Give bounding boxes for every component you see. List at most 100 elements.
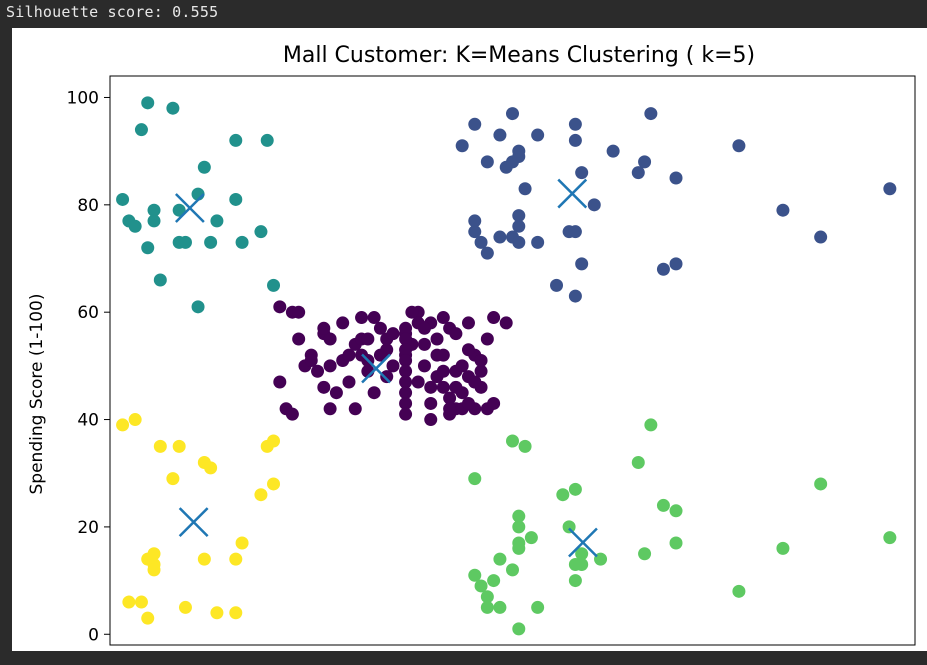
chart-title: Mall Customer: K=Means Clustering ( k=5) [283, 43, 755, 68]
cluster-4-point [122, 595, 136, 609]
cluster-0-point [386, 327, 400, 341]
cluster-2-point [166, 101, 180, 115]
cluster-0-point [436, 348, 450, 362]
cluster-3-point [631, 455, 645, 469]
cluster-0-point [449, 380, 463, 394]
cluster-0-point [424, 396, 438, 410]
cluster-1-point [518, 182, 532, 196]
cluster-0-point [285, 407, 299, 421]
centroid-marker [557, 178, 588, 209]
cluster-0-point [399, 364, 413, 378]
cluster-2-point [147, 214, 161, 228]
cluster-4-point [267, 434, 281, 448]
cluster-3-point [638, 547, 652, 561]
cluster-1-point [656, 262, 670, 276]
cluster-0-point [342, 375, 356, 389]
cluster-0-point [417, 359, 431, 373]
cluster-0-point [373, 348, 387, 362]
cluster-0-point [474, 354, 488, 367]
cluster-1-point [480, 246, 494, 260]
scatter-plot: Mall Customer: K=Means Clustering ( k=5)… [27, 43, 916, 646]
cluster-1-point [493, 230, 507, 244]
cluster-4-point [267, 477, 281, 491]
cluster-1-point [568, 133, 582, 147]
cluster-0-point [342, 348, 356, 362]
cluster-1-point [575, 166, 589, 180]
cluster-4-point [128, 413, 142, 427]
cluster-1-point [631, 166, 645, 180]
cluster-0-point [399, 321, 413, 335]
cluster-0-point [461, 396, 475, 410]
cluster-0-point [468, 375, 482, 389]
cluster-3-point [814, 477, 828, 491]
cluster-1-point [531, 235, 545, 249]
cluster-0-point [386, 359, 400, 373]
cluster-4-point [153, 439, 167, 453]
cluster-1-point [814, 230, 828, 244]
y-axis-ticks: 0 20 40 60 80 100 [67, 88, 110, 645]
cluster-1-point [606, 144, 620, 158]
cluster-3-point [669, 536, 683, 550]
cluster-1-point [669, 257, 683, 271]
cluster-4-point [204, 461, 218, 475]
cluster-4-point [254, 488, 268, 502]
cluster-0-point [417, 337, 431, 351]
cluster-3-point [474, 579, 488, 593]
cluster-1-point [512, 209, 526, 223]
cluster-0-point [361, 332, 375, 346]
cluster-2-point [134, 123, 148, 137]
cluster-0-point [436, 311, 450, 325]
cluster-2-point [204, 235, 218, 249]
cluster-0-point [424, 413, 438, 427]
cluster-3-point [568, 574, 582, 588]
cluster-1-point [638, 155, 652, 169]
cluster-1-point [474, 235, 488, 249]
y-tick-label: 20 [77, 518, 99, 538]
cluster-4-point [147, 563, 161, 577]
centroid-markers [174, 178, 598, 558]
cluster-2-point [254, 225, 268, 239]
cluster-3-point [506, 563, 519, 577]
cluster-1-point [575, 257, 589, 271]
cluster-1-point [468, 117, 482, 131]
cluster-1-point [512, 219, 526, 233]
cluster-3-point [468, 568, 482, 582]
cluster-0-point [417, 321, 431, 335]
cluster-1-point [468, 214, 482, 228]
cluster-3-point [531, 600, 545, 614]
cluster-1-point [531, 128, 545, 142]
cluster-3-point [512, 520, 526, 534]
cluster-0-point [399, 354, 413, 367]
cluster-3-point [568, 482, 582, 496]
cluster-2-point [178, 235, 192, 249]
cluster-3-point [506, 434, 519, 448]
cluster-3-point [512, 622, 526, 636]
cluster-0-point [399, 375, 413, 389]
cluster-4-point [147, 547, 161, 561]
cluster-2-point [153, 273, 167, 287]
cluster-3-point [524, 531, 538, 545]
cluster-0-point [424, 380, 438, 394]
cluster-0-point [449, 327, 463, 341]
cluster-0-point [480, 332, 494, 346]
cluster-0-point [367, 311, 381, 325]
cluster-0-point [380, 370, 394, 384]
y-tick-label: 80 [77, 196, 99, 216]
cluster-1-point [550, 278, 564, 292]
cluster-0-point [430, 332, 444, 346]
cluster-0-point [455, 359, 469, 373]
cluster-2-point [229, 192, 243, 206]
y-tick-label: 40 [77, 411, 99, 431]
cluster-0-point [317, 321, 331, 335]
cluster-1-point [512, 235, 526, 249]
cluster-2-point [116, 192, 130, 206]
cluster-3-point [556, 488, 570, 502]
cluster-3-point [575, 557, 589, 571]
y-tick-label: 60 [77, 303, 99, 323]
cluster-1-point [455, 139, 469, 153]
cluster-1-point [568, 289, 582, 303]
cluster-1-point [732, 139, 746, 153]
cluster-0-point [399, 407, 413, 421]
cluster-1-point [568, 225, 582, 239]
cluster-2-point [141, 241, 155, 255]
